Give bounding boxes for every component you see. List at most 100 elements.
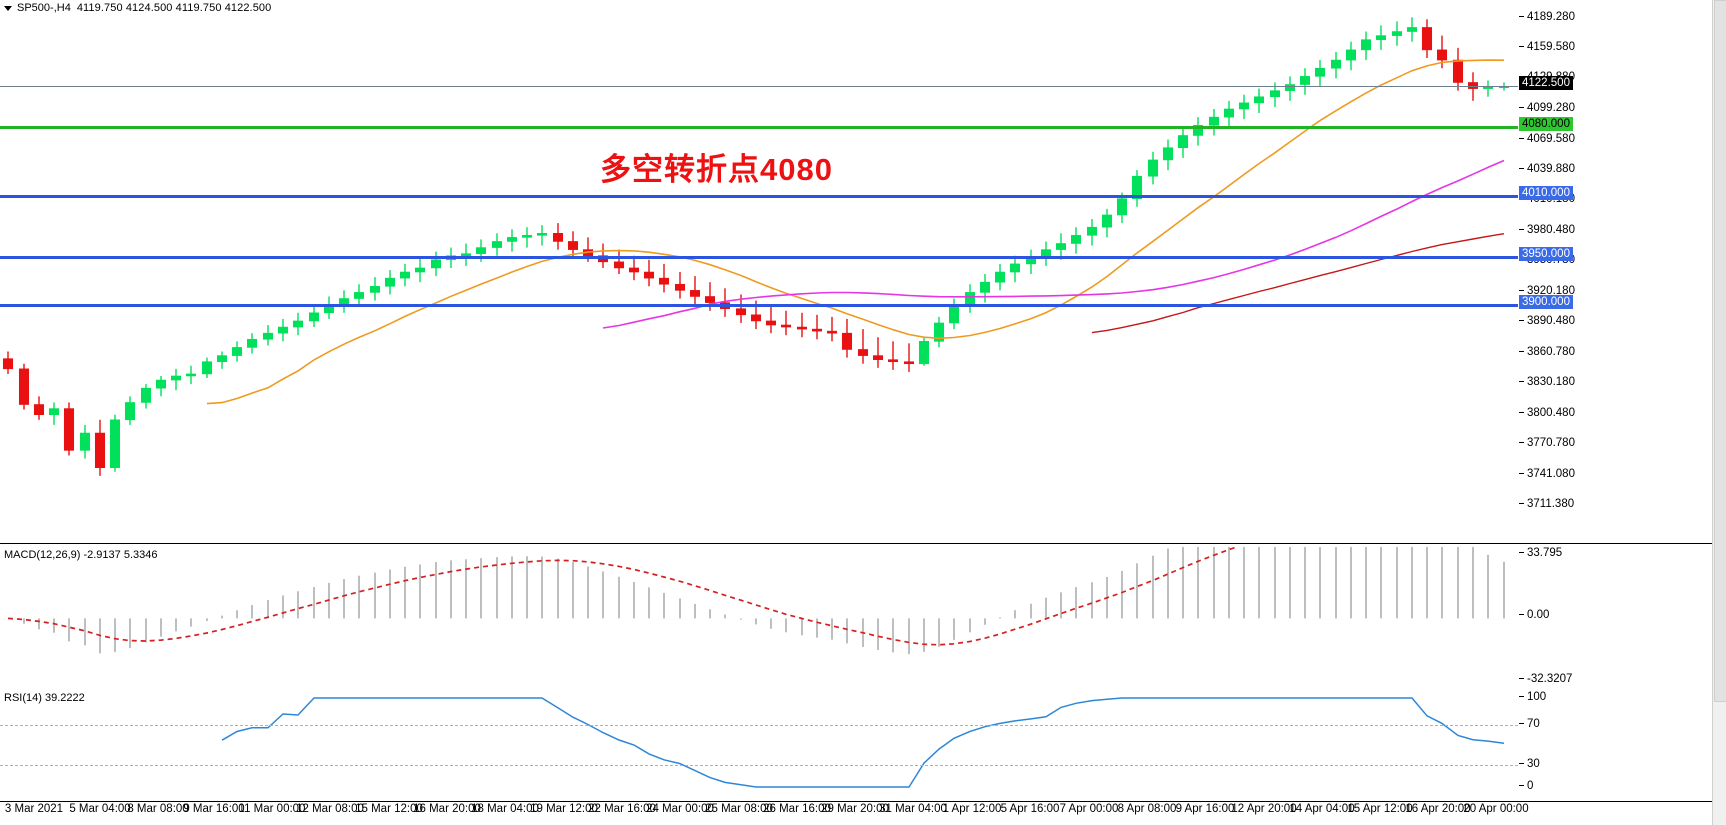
macd-tick: 0.00: [1519, 609, 1549, 621]
tick-dash-icon: [1519, 785, 1524, 787]
time-tick-label: 1 Apr 12:00: [942, 803, 1002, 815]
macd-tick: 33.795: [1519, 547, 1562, 559]
rsi-overbought-line: [0, 725, 1518, 726]
price-tick: 3980.480: [1519, 224, 1575, 236]
time-tick-label: 9 Mar 16:00: [183, 803, 245, 815]
price-tick-label: 4189.280: [1527, 11, 1575, 23]
price-tag-4010-000: 4010.000: [1519, 186, 1573, 200]
price-tag-3900-000: 3900.000: [1519, 295, 1573, 309]
price-tag-4122-500: 4122.500: [1519, 76, 1573, 90]
rsi-series: [221, 697, 1505, 788]
rsi-tick-label: 0: [1527, 780, 1534, 792]
tick-dash-icon: [1519, 229, 1524, 231]
price-tick-label: 3860.780: [1527, 346, 1575, 358]
time-tick-label: 7 Apr 00:00: [1059, 803, 1119, 815]
tick-dash-icon: [1519, 614, 1524, 616]
price-tick: 4069.580: [1519, 133, 1575, 145]
time-tick-label: 16 Apr 20:00: [1405, 803, 1471, 815]
time-tick-label: 5 Apr 16:00: [1000, 803, 1060, 815]
tick-dash-icon: [1519, 46, 1524, 48]
tick-dash-icon: [1519, 138, 1524, 140]
macd-series: [7, 547, 1505, 655]
rsi-tick: 70: [1519, 718, 1540, 730]
macd-tick-label: -32.3207: [1527, 673, 1573, 685]
level-3950-line: [0, 256, 1518, 259]
time-tick-label: 25 Mar 08:00: [705, 803, 773, 815]
price-tick: 3920.180: [1519, 285, 1575, 297]
price-tick: 4159.580: [1519, 41, 1575, 53]
price-tick-label: 3711.380: [1527, 498, 1575, 510]
macd-tick-label: 33.795: [1527, 547, 1563, 559]
macd-label: MACD(12,26,9) -2.9137 5.3346: [4, 549, 158, 561]
symbol-label: SP500-,H4: [17, 2, 71, 14]
price-tick-label: 3830.180: [1527, 376, 1575, 388]
time-axis[interactable]: 3 Mar 2021 5 Mar 04:00 8 Mar 08:00 9 Mar 16…: [0, 800, 1529, 825]
time-tick-label: 12 Mar 08:00: [296, 803, 364, 815]
time-tick-label: 15 Mar 12:00: [355, 803, 423, 815]
price-tick-label: 4069.580: [1527, 133, 1575, 145]
price-tick-label: 4099.280: [1527, 102, 1575, 114]
time-tick-label: 19 Mar 12:00: [530, 803, 598, 815]
tick-dash-icon: [1519, 503, 1524, 505]
price-tick: 3890.480: [1519, 315, 1575, 327]
macd-plot-area[interactable]: [0, 547, 1518, 687]
price-tag-3950-000: 3950.000: [1519, 247, 1573, 261]
macd-tick-label: 0.00: [1527, 609, 1550, 621]
time-tick-label: 11 Mar 00:00: [238, 803, 306, 815]
chart-annotation: 多空转折点4080: [600, 152, 833, 187]
tick-dash-icon: [1519, 552, 1524, 554]
time-tick-label: 9 Apr 16:00: [1175, 803, 1235, 815]
tick-dash-icon: [1519, 696, 1524, 698]
rsi-tick-label: 30: [1527, 758, 1540, 770]
time-tick-label: 3 Mar 2021: [4, 803, 64, 815]
time-tick-label: 22 Mar 16:00: [588, 803, 656, 815]
tick-dash-icon: [1519, 16, 1524, 18]
price-plot-area[interactable]: [0, 0, 1518, 505]
tick-dash-icon: [1519, 320, 1524, 322]
price-tick-label: 3920.180: [1527, 285, 1575, 297]
time-tick-label: 15 Apr 12:00: [1347, 803, 1413, 815]
price-panel: 4189.2804159.5804129.8804099.2804069.580…: [0, 0, 1575, 510]
vertical-scrollbar[interactable]: [1712, 0, 1726, 825]
current-price-line: [0, 86, 1518, 87]
tick-dash-icon: [1519, 168, 1524, 170]
rsi-tick-label: 100: [1527, 691, 1547, 703]
scrollbar-thumb[interactable]: [1714, 0, 1726, 702]
tick-dash-icon: [1519, 473, 1524, 475]
time-tick-label: 26 Mar 16:00: [763, 803, 831, 815]
price-tick-label: 3741.080: [1527, 468, 1575, 480]
price-tag-4080-000: 4080.000: [1519, 117, 1573, 131]
tick-dash-icon: [1519, 442, 1524, 444]
rsi-panel: RSI(14) 39.2222 100 70 30 0: [0, 690, 1726, 798]
macd-tick: -32.3207: [1519, 673, 1572, 685]
chevron-down-icon[interactable]: [4, 5, 12, 11]
time-tick-label: 16 Mar 20:00: [413, 803, 481, 815]
rsi-oversold-line: [0, 765, 1518, 766]
time-tick-label: 31 Mar 04:00: [879, 803, 947, 815]
price-tick: 3800.480: [1519, 407, 1575, 419]
time-tick-label: 8 Mar 08:00: [127, 803, 189, 815]
level-4010-line: [0, 195, 1518, 198]
time-tick-label: 5 Mar 04:00: [69, 803, 131, 815]
price-tick: 4039.880: [1519, 163, 1575, 175]
rsi-label: RSI(14) 39.2222: [4, 692, 85, 704]
ohlc-values: 4119.750 4124.500 4119.750 4122.500: [76, 2, 272, 14]
price-tick-label: 3800.480: [1527, 407, 1575, 419]
rsi-tick: 30: [1519, 758, 1540, 770]
tick-dash-icon: [1519, 678, 1524, 680]
macd-panel: MACD(12,26,9) -2.9137 5.3346 33.795 0.00 -…: [0, 547, 1726, 687]
support-4080-line: [0, 126, 1518, 129]
tick-dash-icon: [1519, 723, 1524, 725]
price-tick: 3830.180: [1519, 376, 1575, 388]
price-tick: 3711.380: [1519, 498, 1574, 510]
rsi-tick: 100: [1519, 691, 1546, 703]
tick-dash-icon: [1519, 290, 1524, 292]
tick-dash-icon: [1519, 763, 1524, 765]
price-tick: 4099.280: [1519, 102, 1575, 114]
rsi-tick-label: 70: [1527, 718, 1540, 730]
price-tick: 4189.280: [1519, 11, 1575, 23]
rsi-plot-area[interactable]: [0, 690, 1518, 798]
price-tick-label: 4159.580: [1527, 41, 1575, 53]
price-tick-label: 3770.780: [1527, 437, 1575, 449]
time-tick-label: 24 Mar 00:00: [646, 803, 714, 815]
